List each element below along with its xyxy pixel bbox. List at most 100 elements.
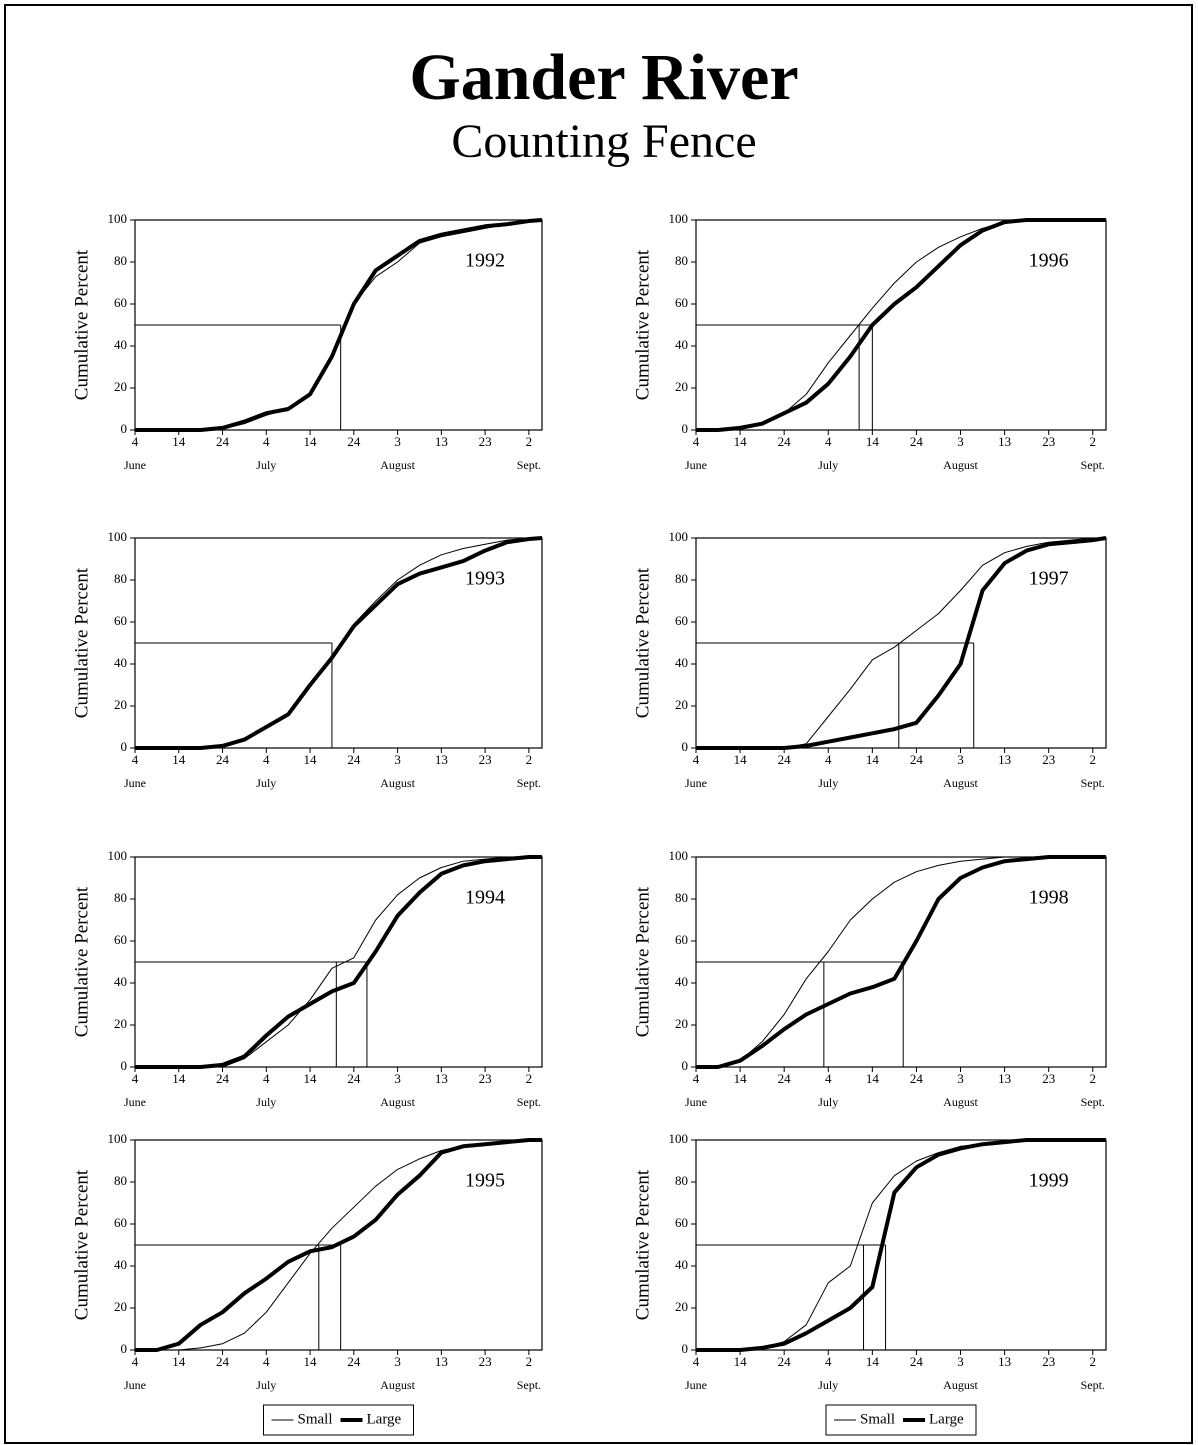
title: Gander River [409,41,798,114]
x-tick-label: 14 [172,1071,186,1086]
x-tick-label: 2 [1090,752,1097,767]
month-label: August [380,776,415,790]
y-tick-label: 0 [121,1058,128,1073]
y-tick-label: 100 [108,211,128,226]
y-tick-label: 100 [669,529,689,544]
y-tick-label: 80 [675,571,688,586]
month-label: Sept. [517,1095,541,1109]
y-tick-label: 0 [121,739,128,754]
y-tick-label: 40 [675,1257,688,1272]
x-tick-label: 4 [693,752,700,767]
month-label: Sept. [1081,1095,1105,1109]
x-tick-label: 24 [216,1354,230,1369]
month-label: July [818,776,838,790]
x-tick-label: 14 [866,434,880,449]
x-tick-label: 14 [734,752,748,767]
x-tick-label: 24 [910,1354,924,1369]
x-tick-label: 24 [347,1071,361,1086]
month-label: Sept. [517,458,541,472]
y-tick-label: 20 [114,379,127,394]
x-tick-label: 2 [1090,1071,1097,1086]
series-line [696,218,1106,432]
month-label: July [256,458,276,472]
legend-label: Small [860,1411,895,1427]
x-tick-label: 24 [216,434,230,449]
month-label: July [256,1378,276,1392]
y-tick-label: 40 [114,655,127,670]
y-tick-label: 80 [675,890,688,905]
x-tick-label: 13 [435,752,448,767]
month-label: June [124,1095,146,1109]
x-tick-label: 24 [347,434,361,449]
series-line [696,1138,1106,1352]
x-tick-label: 23 [1042,1354,1055,1369]
x-tick-label: 23 [479,1071,492,1086]
month-label: August [943,1095,978,1109]
y-axis-label: Cumulative Percent [71,249,92,400]
x-tick-label: 3 [394,1354,401,1369]
y-tick-label: 80 [675,253,688,268]
year-label: 1996 [1029,250,1069,272]
x-tick-label: 14 [304,752,318,767]
month-label: August [943,458,978,472]
x-tick-label: 4 [132,1354,139,1369]
year-label: 1998 [1029,887,1069,909]
month-label: June [685,776,707,790]
series-line [696,536,1107,750]
y-tick-label: 100 [108,848,128,863]
x-tick-label: 3 [957,434,964,449]
y-tick-label: 80 [114,253,127,268]
y-axis-label: Cumulative Percent [632,567,653,718]
y-axis-label: Cumulative Percent [632,249,653,400]
y-tick-label: 20 [675,1016,688,1031]
x-tick-label: 14 [304,1354,318,1369]
month-label: June [685,1378,707,1392]
x-tick-label: 4 [132,1071,139,1086]
x-tick-label: 14 [734,1354,748,1369]
y-tick-label: 0 [121,1341,128,1356]
x-tick-label: 24 [347,1354,361,1369]
y-tick-label: 100 [108,1131,128,1146]
y-tick-label: 0 [682,1058,689,1073]
series-line [696,855,1106,1069]
x-tick-label: 4 [825,752,832,767]
y-tick-label: 80 [114,571,127,586]
month-label: Sept. [1081,776,1105,790]
x-tick-label: 4 [132,752,139,767]
month-label: Sept. [517,776,541,790]
month-label: July [818,1095,838,1109]
x-tick-label: 4 [132,434,139,449]
x-tick-label: 4 [693,1354,700,1369]
y-tick-label: 80 [675,1173,688,1188]
year-label: 1993 [465,568,505,590]
x-tick-label: 3 [394,752,401,767]
x-tick-label: 4 [825,1354,832,1369]
x-tick-label: 24 [347,752,361,767]
y-tick-label: 60 [114,932,127,947]
month-label: Sept. [517,1378,541,1392]
series-line [135,218,543,432]
x-tick-label: 13 [998,1071,1011,1086]
month-label: August [380,458,415,472]
page-border [4,4,1193,1444]
x-tick-label: 14 [866,1354,880,1369]
x-tick-label: 23 [479,752,492,767]
x-tick-label: 4 [693,434,700,449]
x-tick-label: 14 [866,752,880,767]
x-tick-label: 2 [1090,1354,1097,1369]
month-label: August [380,1378,415,1392]
month-label: Sept. [1081,1378,1105,1392]
year-label: 1995 [465,1170,505,1192]
series-line [135,1138,542,1352]
y-tick-label: 60 [114,295,127,310]
y-tick-label: 0 [682,739,689,754]
x-tick-label: 4 [263,1071,270,1086]
month-label: August [380,1095,415,1109]
x-tick-label: 14 [866,1071,880,1086]
x-tick-label: 2 [526,434,533,449]
x-tick-label: 2 [1090,434,1097,449]
x-tick-label: 3 [957,1354,964,1369]
x-tick-label: 13 [998,752,1011,767]
x-tick-label: 13 [998,1354,1011,1369]
